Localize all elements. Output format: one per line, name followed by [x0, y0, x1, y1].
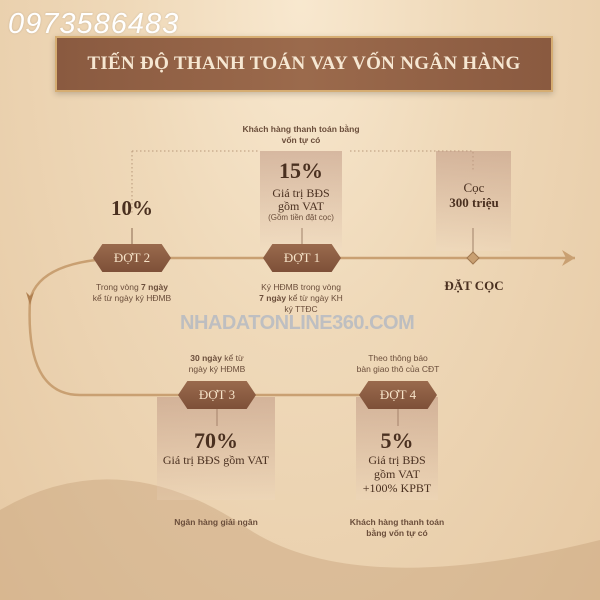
stage4-desc1: Giá trị BĐS: [368, 453, 426, 467]
stage2-percent: 10%: [111, 196, 153, 220]
stage1-top-note: Khách hàng thanh toán bằng vốn tự có: [242, 124, 360, 145]
note-text: bàn giao thô của CĐT: [356, 364, 440, 374]
deposit-amount-line2: 300 triệu: [449, 195, 499, 210]
stage1-desc1: Giá trị BĐS: [272, 186, 330, 200]
note-bold: 30 ngày: [190, 353, 222, 363]
stage4-desc2: gồm VAT: [374, 467, 420, 481]
stage2-note: Trong vòng 7 ngày kể từ ngày ký HĐMB: [72, 282, 192, 304]
stage1-desc2: gồm VAT: [278, 199, 324, 213]
note-bold: 7 ngày: [259, 293, 287, 303]
note-text: kể từ ngày KH: [286, 293, 343, 303]
note-text: ký TTĐC: [284, 304, 318, 314]
note-text: kể từ ngày ký HĐMB: [92, 293, 172, 303]
stage4-note: Theo thông báo bàn giao thô của CĐT: [338, 353, 458, 375]
stage4-percent: 5%: [380, 428, 414, 453]
deposit-label: ĐẶT CỌC: [444, 278, 504, 293]
note-text: ngày ký HĐMB: [188, 364, 246, 374]
stage4-bottom-note: Khách hàng thanh toán bằng vốn tự có: [349, 517, 445, 538]
note-text: kể từ: [221, 353, 244, 363]
stage4-panel: [356, 397, 438, 500]
stage1-note: Ký HĐMB trong vòng 7 ngày kể từ ngày KH …: [240, 282, 362, 315]
title-banner: TIẾN ĐỘ THANH TOÁN VAY VỐN NGÂN HÀNG: [55, 36, 553, 92]
stage1-desc3: (Gồm tiền đặt cọc): [268, 213, 334, 222]
watermark: NHADATONLINE360.COM: [180, 312, 415, 334]
stage4-badge: ĐỢT 4: [359, 381, 437, 409]
stage3-bottom-note: Ngân hàng giải ngân: [174, 517, 258, 527]
stage1-percent: 15%: [279, 158, 323, 183]
phone-number: 0973586483: [8, 8, 180, 40]
stage3-panel: [157, 397, 275, 500]
note-text: Ký HĐMB trong vòng: [261, 282, 341, 292]
note-bold: 7 ngày: [141, 282, 168, 292]
stage4-desc3: +100% KPBT: [362, 481, 432, 495]
note-text: Theo thông báo: [368, 353, 428, 363]
stage2-badge: ĐỢT 2: [93, 244, 171, 272]
stage3-badge: ĐỢT 3: [178, 381, 256, 409]
page-title: TIẾN ĐỘ THANH TOÁN VAY VỐN NGÂN HÀNG: [87, 53, 521, 74]
stage1-badge: ĐỢT 1: [263, 244, 341, 272]
stage1-panel: [260, 151, 342, 251]
deposit-panel: [436, 151, 511, 251]
stage3-note: 30 ngày kể từ ngày ký HĐMB: [157, 353, 277, 375]
deposit-amount-line1: Cọc: [463, 180, 485, 195]
stage3-desc1: Giá trị BĐS gồm VAT: [162, 453, 270, 467]
note-text: Trong vòng: [96, 282, 142, 292]
stage3-percent: 70%: [194, 428, 238, 453]
